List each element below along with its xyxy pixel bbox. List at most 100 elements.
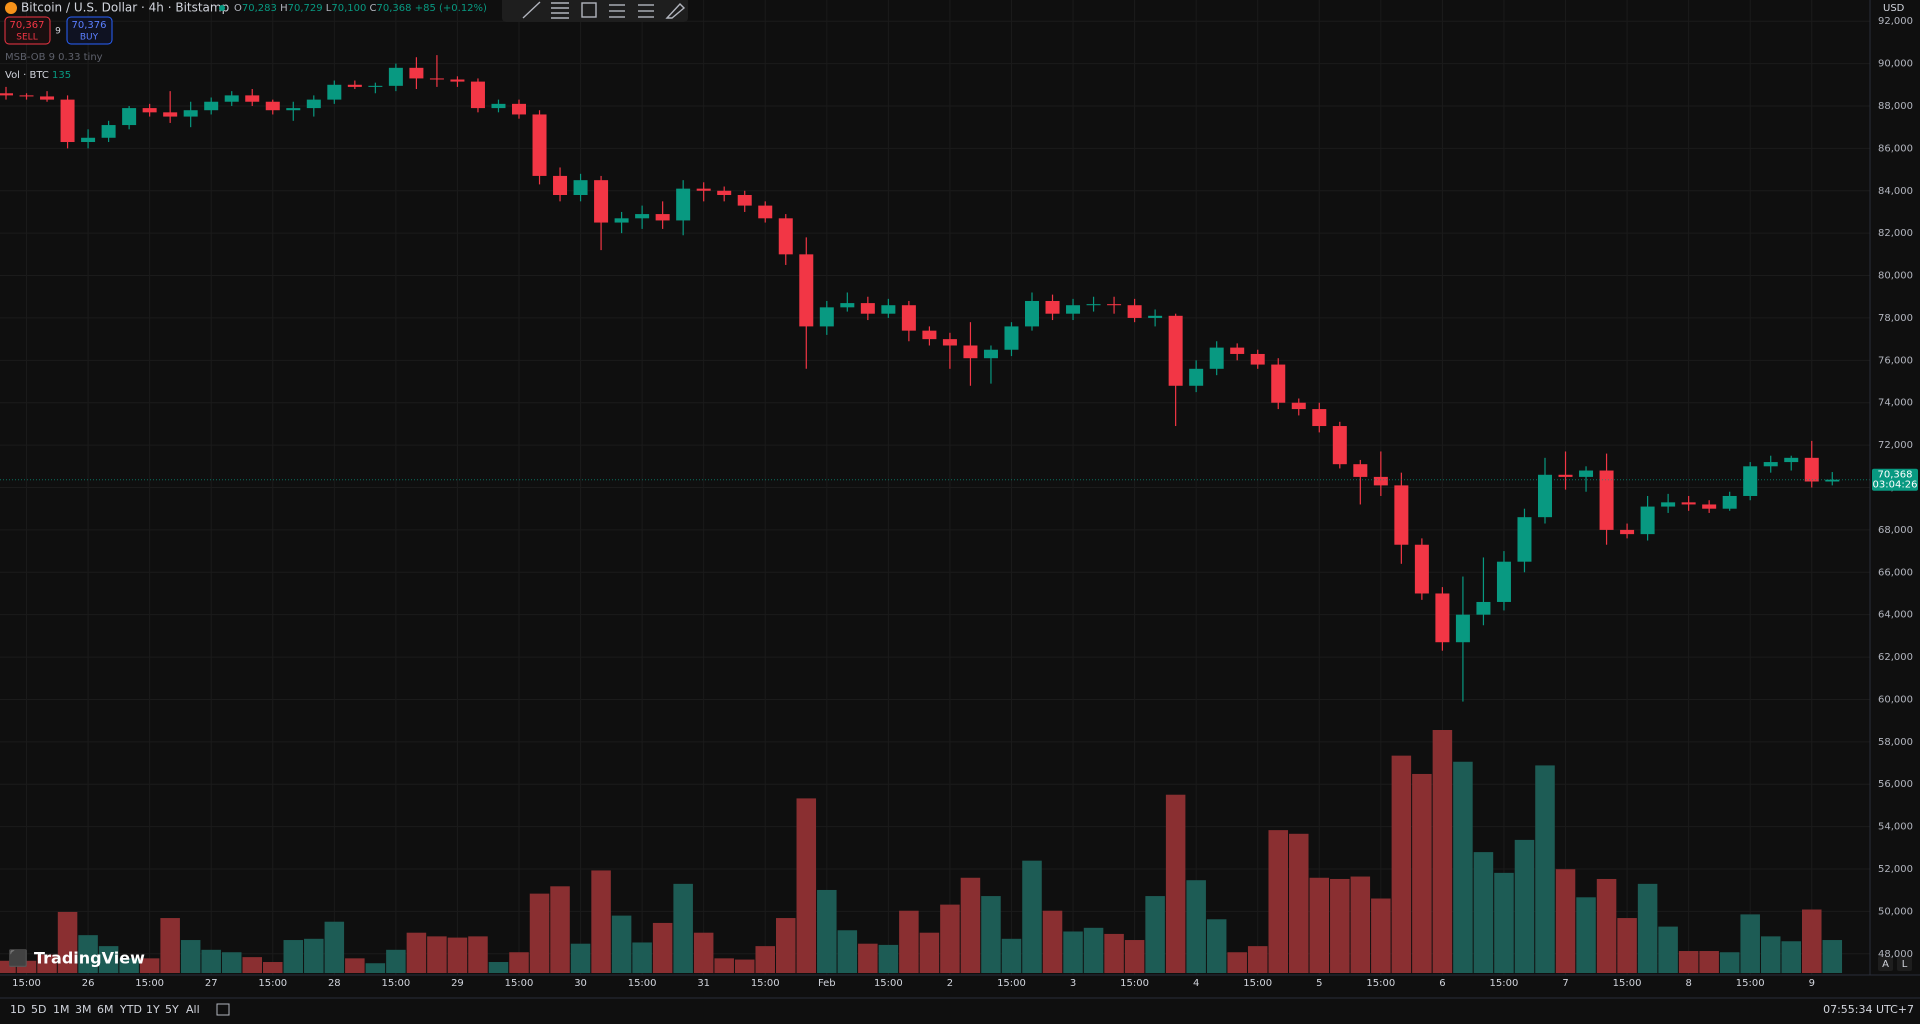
volume-bar <box>1514 839 1535 973</box>
indicator-msb[interactable]: MSB-OB 9 0.33 tiny <box>5 52 103 63</box>
x-tick-label: Feb <box>818 978 836 989</box>
volume-bar <box>1001 938 1022 973</box>
date-range-icon[interactable] <box>216 1003 230 1016</box>
range-button[interactable]: 6M <box>97 1003 114 1016</box>
range-button[interactable]: 5Y <box>165 1003 179 1016</box>
y-tick-label: 54,000 <box>1878 822 1913 833</box>
candle-body <box>1250 353 1265 365</box>
candle-body <box>819 307 834 327</box>
x-tick-label: 15:00 <box>1366 978 1395 989</box>
symbol-title[interactable]: Bitcoin / U.S. Dollar · 4h · Bitstamp <box>21 1 229 15</box>
candle-body <box>19 95 34 97</box>
x-tick-label: 6 <box>1439 978 1445 989</box>
volume-bar <box>1596 878 1617 973</box>
candle-body <box>388 67 403 86</box>
range-button[interactable]: 3M <box>75 1003 92 1016</box>
y-tick-label: 82,000 <box>1878 228 1913 239</box>
fib-tool[interactable] <box>551 2 569 19</box>
volume-bar <box>304 938 324 973</box>
volume-bar <box>858 943 878 973</box>
candle-body <box>429 78 444 80</box>
candle-body <box>881 305 896 314</box>
y-tick-label: 52,000 <box>1878 864 1913 875</box>
o-value: 70,283 <box>242 3 277 14</box>
time-scale <box>0 975 1920 1024</box>
x-tick-label: 15:00 <box>874 978 903 989</box>
range-button[interactable]: 5D <box>31 1003 46 1016</box>
volume-bar <box>570 943 591 973</box>
position-tool[interactable] <box>638 4 654 18</box>
range-button[interactable]: All <box>186 1003 200 1016</box>
h-value: 70,729 <box>288 3 323 14</box>
volume-bar <box>1371 898 1391 973</box>
volume-bar <box>1658 926 1678 973</box>
x-tick-label: 15:00 <box>1736 978 1765 989</box>
currency[interactable]: USD <box>1883 3 1905 14</box>
y-tick-label: 66,000 <box>1878 567 1913 578</box>
x-tick-label: 15:00 <box>1490 978 1519 989</box>
volume-bar <box>1412 773 1432 973</box>
c-key: C <box>370 3 377 14</box>
candle-body <box>1435 593 1450 643</box>
volume-bar <box>1699 951 1719 973</box>
volume-bar <box>78 935 98 973</box>
candle-body <box>1394 485 1409 545</box>
logo-text[interactable]: TradingView <box>34 949 145 968</box>
candle-body <box>696 188 711 191</box>
volume-bar <box>1206 919 1227 973</box>
range-button[interactable]: 1M <box>53 1003 70 1016</box>
volume-bar <box>98 946 119 973</box>
y-tick-label: 72,000 <box>1878 440 1913 451</box>
log-label: L <box>1902 959 1908 970</box>
indicator-volume[interactable]: Vol · BTC <box>5 70 49 81</box>
brush-tool[interactable] <box>665 2 686 19</box>
volume-bar <box>1802 909 1822 973</box>
volume-bar <box>796 798 817 973</box>
candle-body <box>635 214 650 219</box>
candle-body <box>1189 368 1204 386</box>
log-button[interactable] <box>1897 956 1912 971</box>
volume-bar <box>263 962 283 973</box>
candle-body <box>1681 502 1696 505</box>
y-tick-label: 64,000 <box>1878 610 1913 621</box>
o-key: O <box>234 3 242 14</box>
range-button[interactable]: 1D <box>10 1003 25 1016</box>
volume-bar <box>57 911 78 973</box>
measure-tool[interactable] <box>609 4 625 18</box>
volume-bar <box>1576 897 1596 973</box>
candle-body <box>60 99 75 143</box>
volume-bar <box>1637 883 1658 973</box>
buy-button[interactable] <box>66 16 113 45</box>
candle-body <box>778 218 793 255</box>
volume-bar <box>1124 940 1145 973</box>
candle-body <box>491 103 506 109</box>
y-tick-label: 48,000 <box>1878 949 1913 960</box>
range-button[interactable]: 1Y <box>146 1003 160 1016</box>
volume-bar <box>1022 860 1042 973</box>
candle-body <box>450 79 465 82</box>
x-tick-label: 15:00 <box>258 978 287 989</box>
candle-body <box>1209 347 1224 369</box>
candle-body <box>1455 614 1470 643</box>
candle-body <box>676 188 691 221</box>
volume-bar <box>1535 765 1555 973</box>
volume-pane <box>0 730 1843 973</box>
range-button[interactable]: YTD <box>119 1003 142 1016</box>
candle-body <box>983 349 998 359</box>
sell-button[interactable] <box>4 16 51 45</box>
candle-body <box>1414 544 1429 594</box>
trendline-tool[interactable] <box>522 1 541 19</box>
volume-bar <box>16 960 37 973</box>
auto-button[interactable] <box>1878 956 1893 971</box>
x-tick-label: 15:00 <box>628 978 657 989</box>
candle-body <box>204 101 219 111</box>
clock[interactable]: 07:55:34 UTC+7 <box>1823 1003 1914 1016</box>
auto-label: A <box>1882 959 1889 970</box>
range-buttons: 1D 5D 1M 3M 6M YTD 1Y 5Y All <box>10 1003 200 1016</box>
volume-bar <box>755 946 775 973</box>
c-value: 70,368 <box>377 3 412 14</box>
rect-tool[interactable] <box>581 2 597 18</box>
x-tick-label: 29 <box>451 978 464 989</box>
candles <box>0 55 1870 702</box>
